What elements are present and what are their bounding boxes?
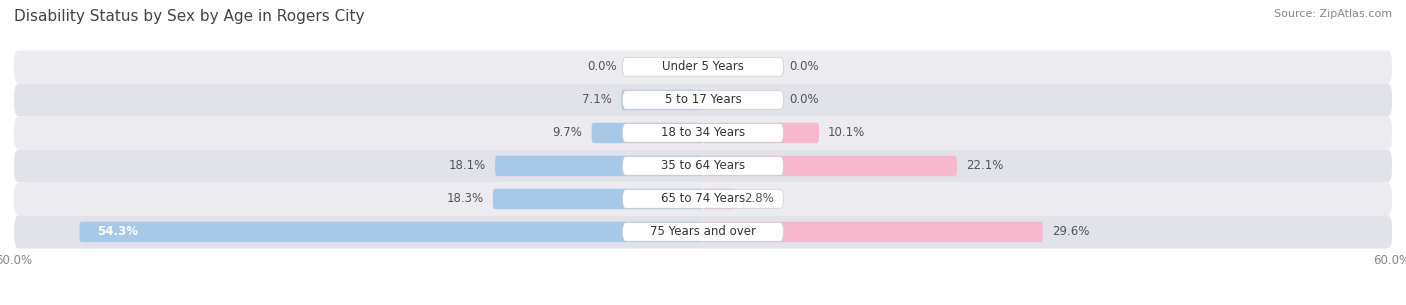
- Text: Disability Status by Sex by Age in Rogers City: Disability Status by Sex by Age in Roger…: [14, 9, 364, 24]
- FancyBboxPatch shape: [703, 189, 735, 209]
- Text: 22.1%: 22.1%: [966, 160, 1004, 172]
- Text: 35 to 64 Years: 35 to 64 Years: [661, 160, 745, 172]
- FancyBboxPatch shape: [494, 189, 703, 209]
- FancyBboxPatch shape: [623, 223, 783, 241]
- FancyBboxPatch shape: [14, 84, 1392, 117]
- Text: 10.1%: 10.1%: [828, 127, 866, 139]
- FancyBboxPatch shape: [14, 182, 1392, 215]
- Text: 0.0%: 0.0%: [789, 60, 818, 74]
- FancyBboxPatch shape: [14, 149, 1392, 182]
- Text: Under 5 Years: Under 5 Years: [662, 60, 744, 74]
- Text: 18.1%: 18.1%: [449, 160, 486, 172]
- FancyBboxPatch shape: [80, 222, 703, 242]
- Text: 54.3%: 54.3%: [97, 225, 138, 239]
- Text: 75 Years and over: 75 Years and over: [650, 225, 756, 239]
- FancyBboxPatch shape: [703, 123, 818, 143]
- Text: 0.0%: 0.0%: [588, 60, 617, 74]
- FancyBboxPatch shape: [14, 50, 1392, 84]
- Text: 9.7%: 9.7%: [553, 127, 582, 139]
- FancyBboxPatch shape: [14, 215, 1392, 249]
- Text: 0.0%: 0.0%: [789, 93, 818, 106]
- FancyBboxPatch shape: [623, 157, 783, 175]
- Text: 7.1%: 7.1%: [582, 93, 612, 106]
- FancyBboxPatch shape: [14, 117, 1392, 149]
- FancyBboxPatch shape: [703, 156, 956, 176]
- FancyBboxPatch shape: [495, 156, 703, 176]
- Text: Source: ZipAtlas.com: Source: ZipAtlas.com: [1274, 9, 1392, 19]
- Text: 18 to 34 Years: 18 to 34 Years: [661, 127, 745, 139]
- Text: 18.3%: 18.3%: [447, 192, 484, 206]
- Text: 29.6%: 29.6%: [1052, 225, 1090, 239]
- Text: 2.8%: 2.8%: [744, 192, 775, 206]
- FancyBboxPatch shape: [623, 91, 783, 109]
- FancyBboxPatch shape: [621, 90, 703, 110]
- FancyBboxPatch shape: [703, 222, 1043, 242]
- FancyBboxPatch shape: [592, 123, 703, 143]
- Text: 65 to 74 Years: 65 to 74 Years: [661, 192, 745, 206]
- FancyBboxPatch shape: [623, 190, 783, 208]
- FancyBboxPatch shape: [623, 124, 783, 142]
- FancyBboxPatch shape: [623, 58, 783, 76]
- Text: 5 to 17 Years: 5 to 17 Years: [665, 93, 741, 106]
